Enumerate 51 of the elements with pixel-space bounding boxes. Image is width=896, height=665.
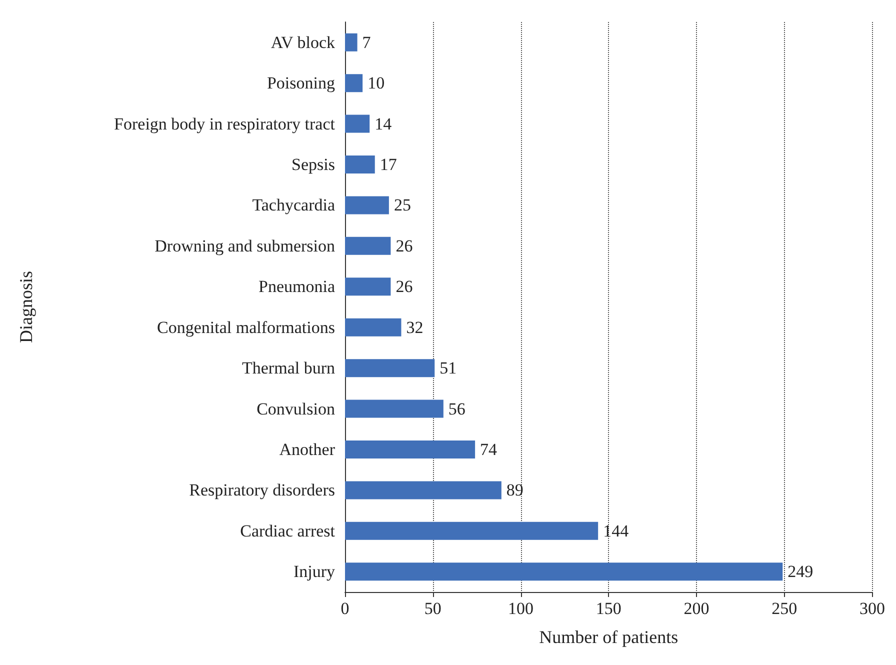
y-axis-title: Diagnosis [16, 271, 36, 343]
x-tick-label: 100 [508, 599, 534, 618]
y-tick-label: Cardiac arrest [240, 521, 336, 540]
bar [345, 562, 783, 581]
bar [345, 33, 358, 52]
bar [345, 481, 502, 500]
y-tick-label: Respiratory disorders [189, 480, 335, 500]
x-tick-label: 0 [340, 599, 350, 618]
x-axis-title: Number of patients [539, 627, 678, 647]
bar [345, 359, 435, 378]
y-tick-label: Another [279, 440, 336, 459]
bar [345, 156, 375, 174]
bar [345, 440, 476, 458]
data-label: 74 [480, 440, 498, 459]
data-label: 32 [406, 318, 424, 337]
bar [345, 522, 598, 540]
bar [345, 400, 444, 418]
data-label: 25 [394, 196, 411, 215]
x-tick-label: 50 [424, 599, 442, 618]
data-label: 144 [603, 521, 630, 540]
y-tick-label: Thermal burn [242, 358, 336, 378]
x-tick-label: 150 [596, 599, 622, 618]
bar [345, 114, 370, 133]
y-tick-label: Pneumonia [258, 277, 336, 296]
data-label: 51 [440, 358, 457, 378]
data-label: 17 [380, 155, 398, 174]
y-tick-label: Convulsion [256, 399, 336, 418]
y-tick-label: Tachycardia [252, 196, 336, 215]
x-tick-label: 250 [772, 599, 798, 618]
data-label: 26 [396, 277, 413, 296]
x-tick-label: 300 [860, 599, 885, 618]
data-label: 7 [362, 32, 372, 52]
x-tick-label: 200 [684, 599, 710, 618]
data-label: 89 [506, 480, 524, 500]
data-label: 10 [368, 74, 385, 93]
y-tick-label: Injury [293, 562, 336, 582]
y-tick-label: Foreign body in respiratory tract [114, 114, 336, 134]
y-tick-label: AV block [270, 32, 336, 52]
y-tick-label: Drowning and submersion [154, 236, 336, 256]
data-label: 14 [374, 114, 392, 134]
y-tick-label: Poisoning [266, 74, 336, 93]
y-tick-label: Sepsis [292, 155, 335, 174]
bar [345, 318, 402, 336]
data-label: 26 [396, 236, 413, 256]
bar [345, 74, 363, 92]
data-label: 249 [788, 562, 814, 582]
y-tick-label: Congenital malformations [157, 318, 335, 337]
data-label: 56 [448, 399, 466, 418]
bar [345, 236, 391, 255]
bar [345, 278, 391, 296]
bar [345, 196, 389, 214]
